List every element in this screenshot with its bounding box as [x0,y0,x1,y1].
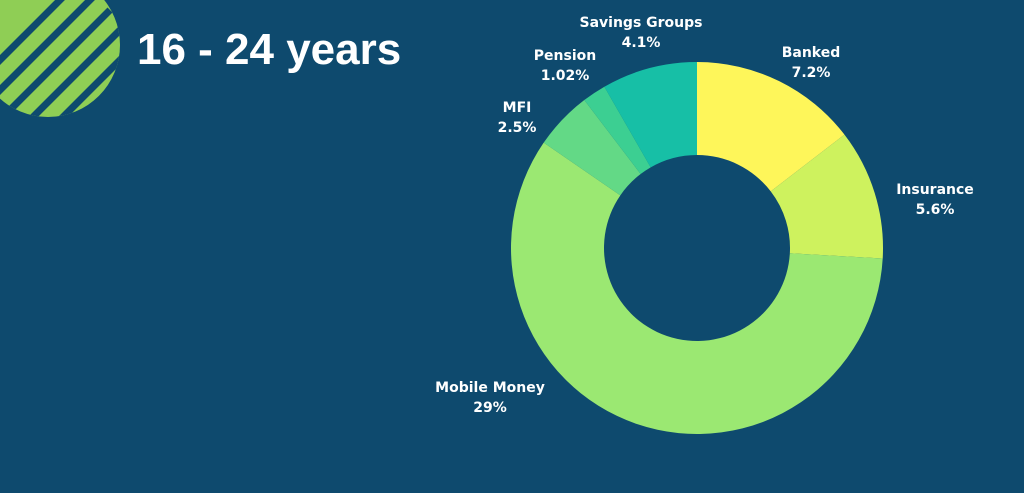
slice-mobile-money [510,142,883,434]
slice-label-mfi: MFI [503,100,532,116]
slice-savings-groups [604,62,697,168]
slice-value-insurance: 5.6% [916,202,955,218]
slice-label-pension: Pension [534,48,596,64]
decorative-circle [0,0,120,117]
slice-value-banked: 7.2% [792,65,831,81]
slice-label-mobile-money: Mobile Money [435,380,545,396]
page-title: 16 - 24 years [137,25,402,74]
slice-value-pension: 1.02% [541,68,590,84]
slice-label-banked: Banked [782,45,841,61]
slice-label-savings-groups: Savings Groups [580,15,703,31]
slice-value-mobile-money: 29% [473,400,507,416]
slice-pension [584,86,651,175]
slice-value-savings-groups: 4.1% [622,35,661,51]
slice-label-insurance: Insurance [896,182,974,198]
slice-insurance [770,134,883,259]
slice-banked [697,62,845,192]
slice-value-mfi: 2.5% [498,120,537,136]
slice-mfi [543,100,641,196]
